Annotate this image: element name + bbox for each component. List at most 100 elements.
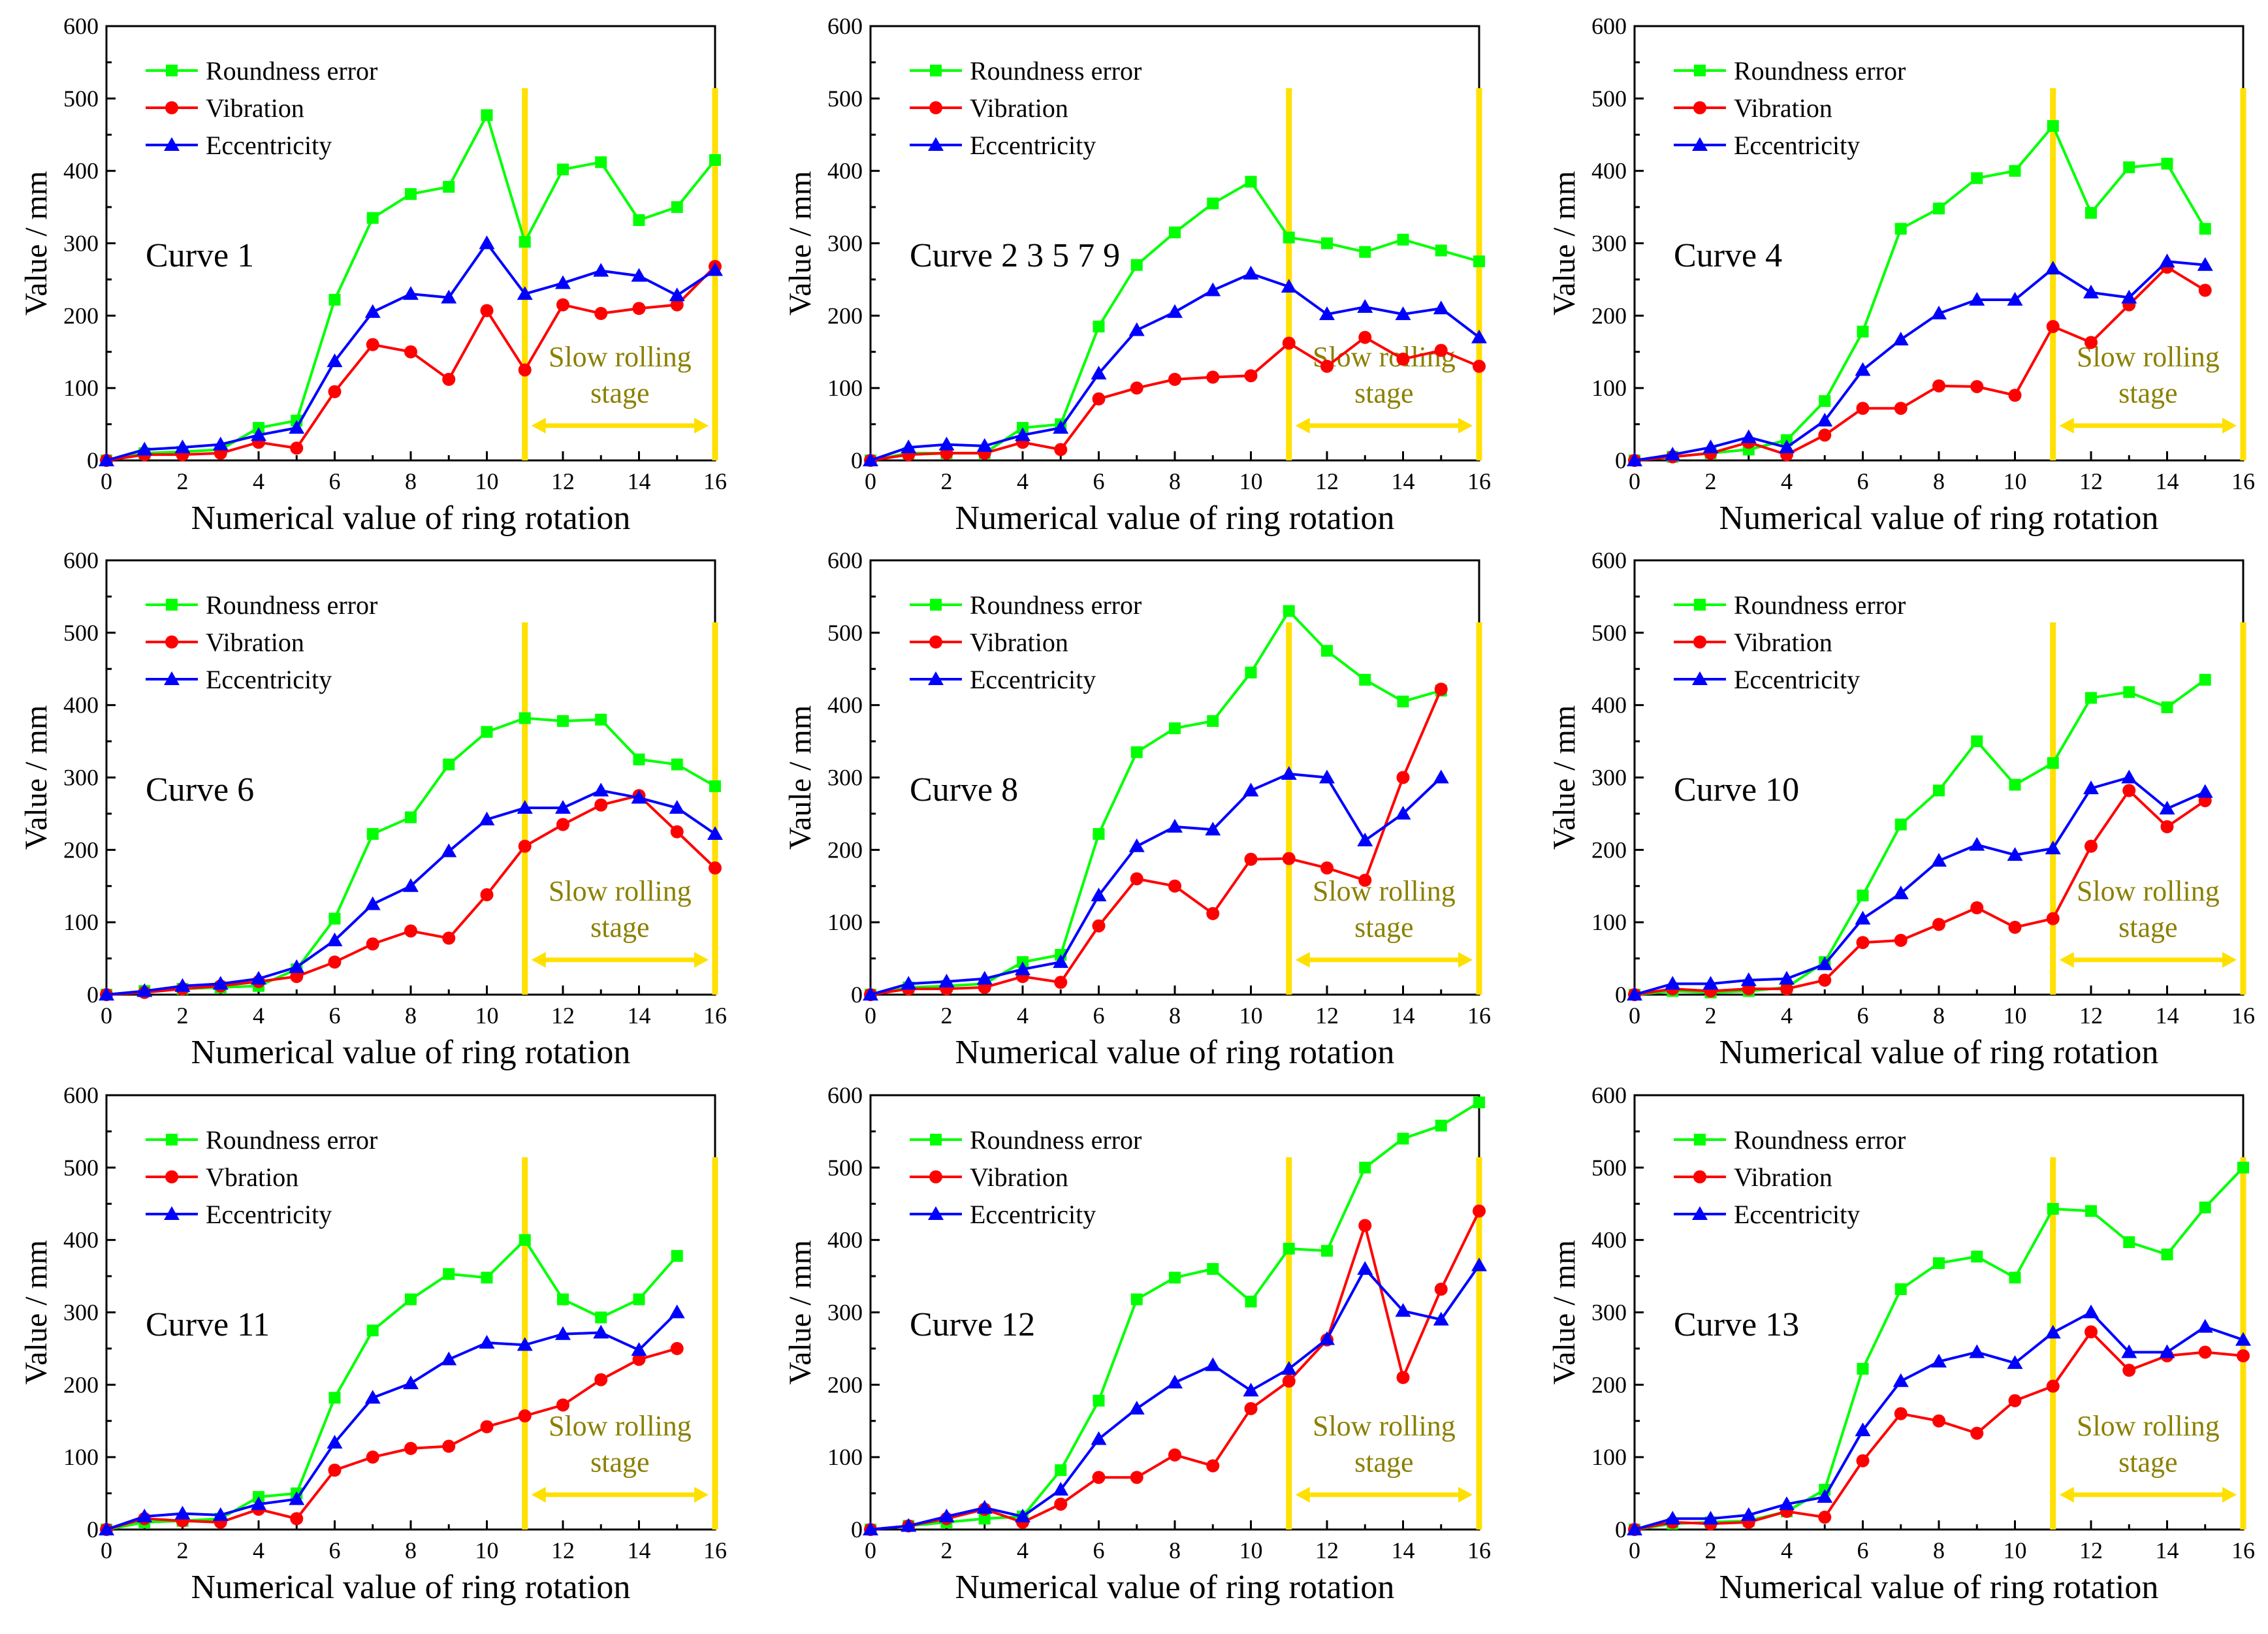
x-tick-label: 2 [941, 1002, 953, 1029]
stage-label-line2: stage [2118, 1446, 2177, 1478]
y-axis-label: Vaule / mm [783, 705, 818, 850]
y-tick-label: 100 [1591, 909, 1627, 935]
legend-marker [164, 137, 180, 151]
data-point [1130, 381, 1143, 395]
y-tick-label: 100 [827, 375, 863, 401]
data-point [1971, 735, 1983, 748]
legend-entry: Eccentricity [206, 1200, 332, 1229]
data-point [1168, 879, 1181, 893]
data-point [327, 1435, 343, 1449]
y-tick-label: 400 [63, 158, 99, 184]
data-point [517, 800, 533, 814]
data-point [328, 955, 342, 969]
y-tick-label: 600 [63, 1082, 99, 1108]
legend-marker [930, 1134, 942, 1145]
x-tick-label: 0 [1629, 1537, 1640, 1563]
data-point [1357, 1261, 1373, 1275]
x-axis-label: Numerical value of ring rotation [955, 500, 1395, 537]
y-tick-label: 100 [63, 375, 99, 401]
data-point [481, 726, 493, 738]
series-line [870, 1264, 1480, 1531]
x-tick-label: 0 [865, 1002, 876, 1029]
y-tick-label: 600 [827, 547, 863, 573]
stage-label-line1: Slow rolling [1313, 875, 1456, 907]
series-line [1634, 124, 2207, 462]
data-point [403, 286, 419, 300]
stage-label-line1: Slow rolling [549, 341, 692, 373]
chart-panel-2: 0 2 4 6 8 10 12 14 16 0 100 200 300 400 500 600 Numerica… [783, 13, 1491, 537]
data-point [2122, 1364, 2136, 1377]
data-point [1894, 933, 1908, 947]
data-point [938, 974, 955, 988]
y-tick-label: 100 [63, 909, 99, 935]
data-point [1818, 428, 1832, 442]
x-tick-label: 12 [1315, 1537, 1339, 1563]
series-eccentricity [99, 782, 723, 1001]
data-point [631, 268, 647, 282]
data-point [2045, 261, 2061, 275]
series-line [870, 609, 1442, 996]
series-line [1634, 266, 2206, 462]
x-tick-label: 12 [1315, 468, 1339, 494]
data-point [481, 109, 493, 121]
data-point [251, 427, 266, 441]
data-point [709, 780, 721, 792]
series-eccentricity [863, 1257, 1487, 1535]
data-point [1817, 1489, 1833, 1503]
data-point [863, 453, 878, 466]
data-point [1092, 919, 1106, 933]
x-tick-label: 6 [329, 1537, 341, 1563]
y-tick-label: 500 [63, 86, 99, 112]
data-point [2007, 291, 2023, 306]
y-tick-label: 200 [827, 1371, 863, 1398]
y-tick-label: 500 [1591, 620, 1627, 646]
legend-marker [164, 671, 180, 685]
data-point [1433, 300, 1449, 315]
y-tick-label: 0 [87, 982, 99, 1008]
legend-marker [166, 1134, 178, 1145]
data-point [863, 1522, 878, 1535]
data-point [595, 713, 607, 726]
series-line [1634, 679, 2206, 996]
data-point [2008, 920, 2022, 934]
x-tick-label: 4 [1017, 1002, 1029, 1029]
data-point [631, 790, 647, 804]
legend-entry: Roundness error [206, 590, 377, 620]
data-point [1665, 1511, 1681, 1525]
data-point [670, 298, 684, 312]
data-point [633, 1293, 645, 1306]
y-tick-label: 400 [827, 692, 863, 718]
data-point [1128, 838, 1145, 852]
legend-entry: Roundness error [1734, 590, 1906, 620]
stage-label-line1: Slow rolling [1313, 341, 1456, 373]
data-point [1091, 366, 1107, 379]
data-point [1855, 1422, 1871, 1437]
data-point [1357, 299, 1373, 313]
y-tick-label: 200 [63, 302, 99, 328]
x-tick-label: 2 [1705, 468, 1717, 494]
x-tick-label: 2 [177, 468, 189, 494]
x-axis-label: Numerical value of ring rotation [1719, 500, 2159, 537]
data-point [2237, 1349, 2250, 1362]
data-point [594, 1373, 608, 1386]
data-point [1933, 1257, 1945, 1270]
stage-arrow-left-head [531, 1486, 546, 1503]
data-point [1281, 1360, 1297, 1375]
x-tick-label: 4 [253, 1002, 264, 1029]
legend-marker [164, 1206, 180, 1220]
data-point [1932, 918, 1945, 931]
data-point [2235, 1332, 2251, 1346]
x-tick-label: 10 [1239, 1002, 1263, 1029]
data-point [1471, 1257, 1487, 1272]
data-point [99, 453, 114, 466]
data-point [1931, 1353, 1947, 1368]
data-point [671, 758, 683, 771]
stage-label-line1: Slow rolling [549, 875, 692, 907]
x-tick-label: 16 [2231, 1537, 2255, 1563]
x-tick-label: 10 [1239, 1537, 1263, 1563]
data-point [707, 262, 723, 276]
stage-arrow-right-head [694, 417, 709, 434]
legend-marker [928, 671, 944, 685]
stage-arrow-right-head [2222, 417, 2237, 434]
stage-arrow-right-head [2222, 1486, 2237, 1503]
